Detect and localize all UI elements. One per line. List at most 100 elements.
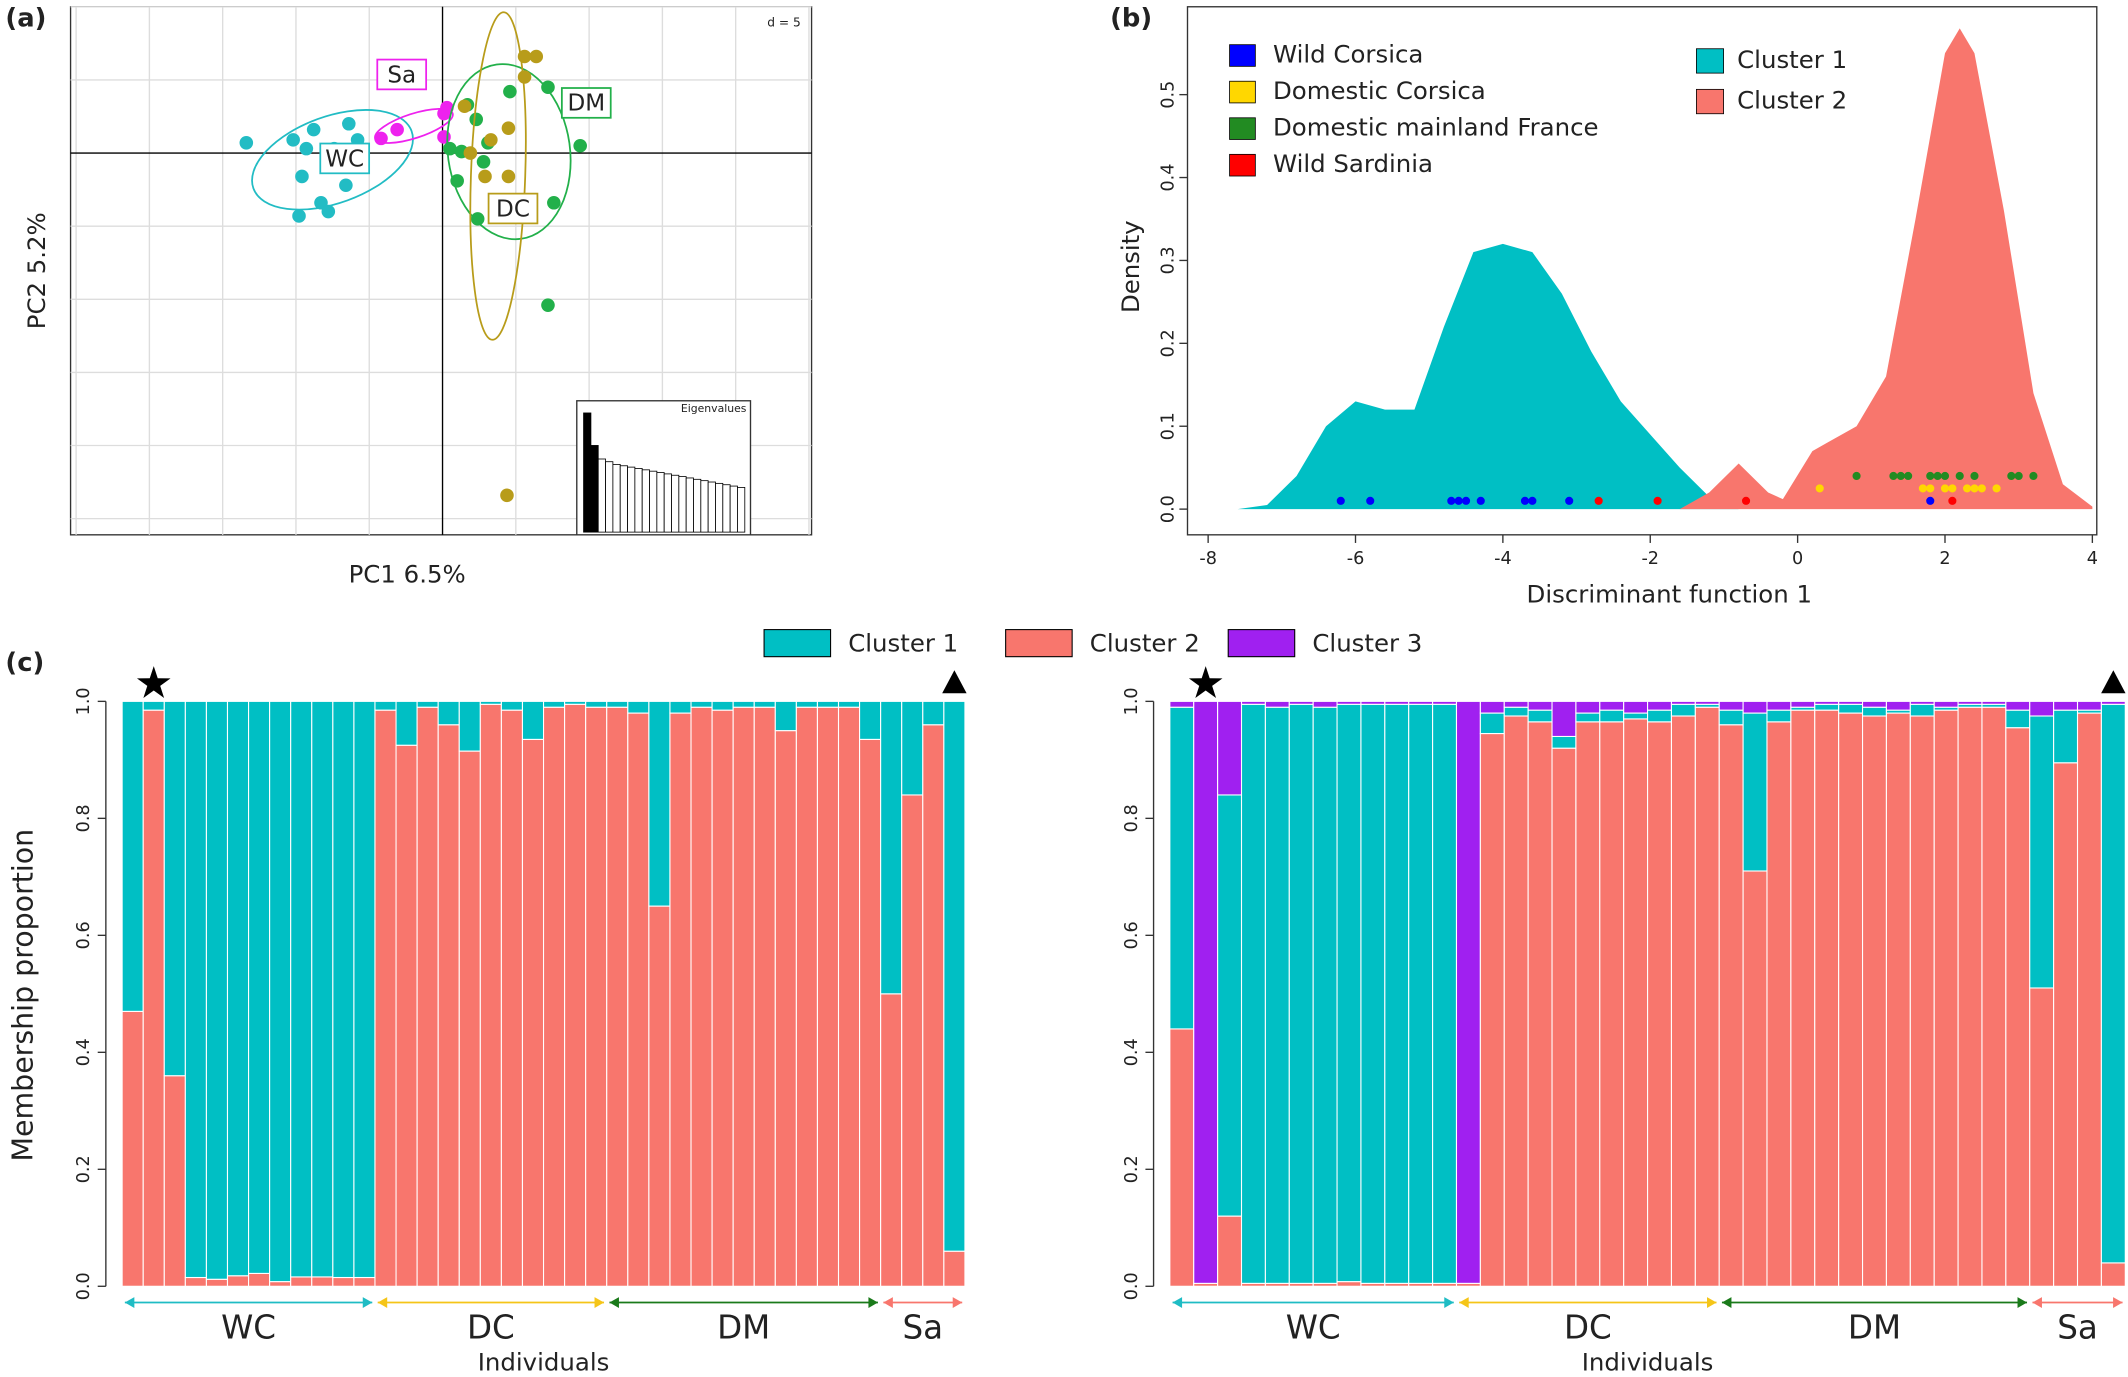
bar-segment [437, 724, 460, 1287]
bar-segment [500, 709, 524, 1287]
bar-segment [2100, 700, 2126, 705]
point [286, 133, 300, 147]
bar-segment [226, 1275, 250, 1287]
bar-segment [1551, 747, 1577, 1287]
point [1594, 496, 1603, 505]
scale-note: d = 5 [767, 16, 800, 30]
bar-segment [121, 1010, 144, 1287]
point [541, 298, 555, 312]
eigenvalue-bar [737, 487, 746, 533]
group-label-box [487, 192, 539, 225]
bar-segment [669, 712, 692, 1287]
bar-segment [1455, 700, 1481, 1284]
bar-segment [1957, 700, 1983, 705]
point [1476, 496, 1485, 505]
bar-segment [1527, 700, 1553, 711]
point [1815, 484, 1824, 493]
point [503, 84, 517, 99]
point [1889, 471, 1898, 481]
bar-segment [1909, 700, 1935, 705]
bar-segment [1360, 703, 1386, 1284]
bar-segment [353, 1276, 376, 1287]
bar-segment [1432, 703, 1458, 1284]
point [476, 155, 491, 169]
group-label: DM [1848, 1309, 1901, 1347]
point [1520, 496, 1530, 505]
bar-segment [226, 700, 250, 1277]
bar-segment [564, 700, 587, 705]
bar-segment [163, 1075, 186, 1287]
point [1852, 471, 1861, 481]
bar-segment [1933, 700, 1959, 708]
point [501, 121, 516, 135]
bar-segment [774, 730, 797, 1287]
point [2007, 471, 2016, 481]
bar-segment [184, 700, 207, 1279]
y-tick-label: 1.0 [1122, 687, 1142, 715]
bar-segment [1336, 1281, 1362, 1287]
legend-label: Cluster 3 [1312, 629, 1422, 658]
density-area [1237, 243, 1739, 510]
bar-segment [121, 700, 144, 1012]
bar-segment [1670, 703, 1696, 717]
bar-segment [859, 738, 882, 1287]
x-tick-label: -4 [1494, 549, 1512, 569]
point [1896, 471, 1905, 481]
legend-label: Wild Corsica [1273, 40, 1423, 69]
bar-segment [1217, 1215, 1243, 1287]
x-axis-label: PC1 6.5% [349, 559, 466, 588]
bar-segment [1838, 703, 1864, 714]
eigenvalue-bar [722, 484, 731, 533]
bar-segment [1623, 718, 1649, 1287]
point [478, 169, 492, 184]
bar-segment [1909, 703, 1935, 717]
bar-segment [2005, 709, 2031, 729]
group-label: WC [325, 146, 364, 172]
group-label: WC [1286, 1309, 1341, 1347]
bar-segment [2053, 709, 2079, 764]
bar-segment [1766, 700, 1792, 711]
bar-segment [458, 700, 481, 752]
bar-segment [2005, 727, 2031, 1287]
eigenvalue-bar [707, 481, 716, 533]
bar-segment [1766, 721, 1792, 1287]
point [295, 169, 309, 184]
bar-segment [1336, 700, 1362, 705]
bar-segment [500, 700, 524, 711]
bar-segment [1575, 721, 1601, 1287]
group-label-box [376, 58, 428, 91]
legend-swatch [1229, 153, 1256, 177]
bar-segment [290, 1276, 313, 1287]
bar-segment [332, 700, 355, 1279]
bar-segment [1647, 709, 1673, 723]
bar-segment [1193, 700, 1219, 1284]
group-label-box [319, 142, 371, 175]
bar-segment [1503, 706, 1529, 717]
bar-segment [1169, 1028, 1195, 1287]
bar-segment [521, 700, 545, 740]
point [1970, 484, 1979, 493]
bar-segment [1312, 700, 1338, 708]
y-tick-label: 0.4 [74, 1038, 94, 1066]
bar-segment [1670, 700, 1696, 705]
y-tick-label: 0.0 [74, 1272, 94, 1300]
point [1461, 496, 1471, 505]
bar-segment [1288, 703, 1314, 1284]
bar-segment [2076, 712, 2102, 1287]
bar-segment [901, 700, 924, 796]
point [1926, 496, 1935, 505]
bar-segment [184, 1276, 207, 1287]
bar-segment [311, 1276, 334, 1287]
point [239, 136, 254, 150]
bar-segment [1288, 700, 1314, 705]
y-tick-label: 0.8 [74, 804, 94, 832]
bar-segment [922, 700, 945, 726]
legend-label: Cluster 1 [1737, 45, 1847, 74]
bar-segment [2053, 700, 2079, 711]
bar-segment [606, 706, 629, 1287]
bar-segment [1384, 700, 1410, 705]
panel-label: (b) [1110, 3, 1152, 33]
eigenvalue-bar [612, 464, 621, 533]
point [1336, 496, 1345, 505]
